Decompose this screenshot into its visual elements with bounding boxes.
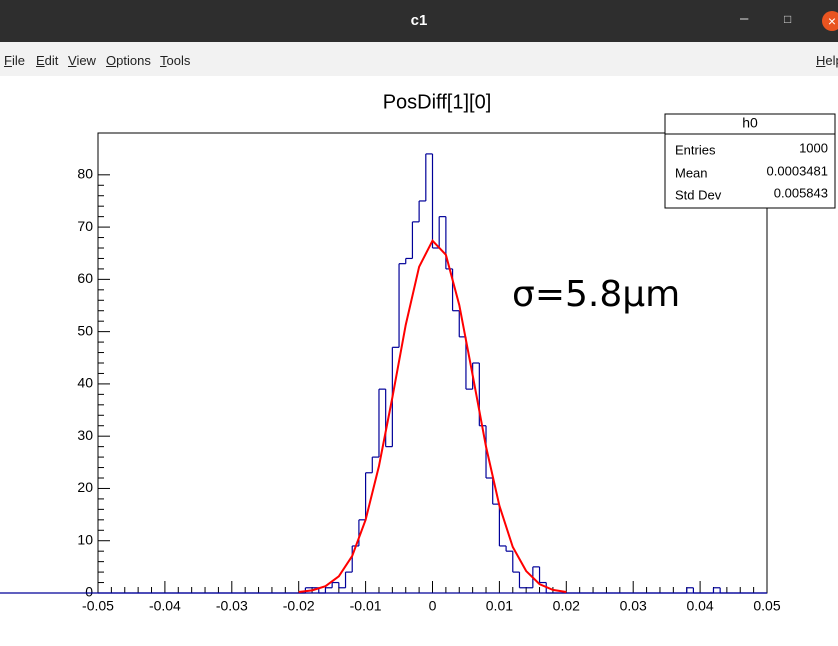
x-tick-label: 0.04 [686,598,713,614]
x-tick-label: -0.02 [283,598,315,614]
y-tick-label: 20 [77,479,93,495]
menu-item[interactable]: Edit [36,53,59,68]
x-tick-label: -0.01 [350,598,382,614]
x-tick-label: -0.03 [216,598,248,614]
menu-bar: File Edit View Options Tools Help [0,42,838,76]
y-tick-label: 60 [77,270,93,286]
menu-item[interactable]: Options [106,53,151,68]
y-tick-label: 0 [85,584,93,600]
maximize-button[interactable]: □ [784,12,792,26]
y-tick-label: 70 [77,218,93,234]
stats-label: Mean [675,165,708,180]
menu-item[interactable]: View [68,53,96,68]
menu-item[interactable]: Tools [160,53,191,68]
close-button[interactable]: × [822,11,838,31]
x-tick-label: 0.05 [753,598,780,614]
stats-value: 0.005843 [774,185,828,200]
y-tick-label: 50 [77,322,93,338]
y-tick-label: 10 [77,531,93,547]
chart-title: PosDiff[1][0] [383,91,492,113]
y-tick-label: 80 [77,166,93,182]
stats-value: 0.0003481 [767,163,828,178]
stats-value: 1000 [799,140,828,155]
stats-title: h0 [742,115,758,131]
x-tick-label: 0.03 [620,598,647,614]
stats-frame [664,113,836,209]
title-bar: c1 – □ × [0,0,838,42]
y-tick-label: 30 [77,427,93,443]
stats-label: Entries [675,142,716,157]
y-tick-label: 40 [77,375,93,391]
menu-item[interactable]: Help [816,53,838,68]
stats-box: h0 Entries 1000 Mean 0.0003481 Std Dev 0… [664,113,836,209]
x-tick-label: 0.02 [553,598,580,614]
x-tick-label: 0.01 [486,598,513,614]
fit-curve [298,238,567,593]
window-title: c1 [410,12,428,29]
x-tick-label: -0.04 [149,598,181,614]
x-tick-label: -0.05 [82,598,114,614]
x-tick-label: 0 [429,598,437,614]
stats-label: Std Dev [675,187,722,202]
minimize-button[interactable]: – [740,10,749,27]
menu-item[interactable]: File [4,53,25,68]
annotation: σ=5.8μm [512,274,680,315]
